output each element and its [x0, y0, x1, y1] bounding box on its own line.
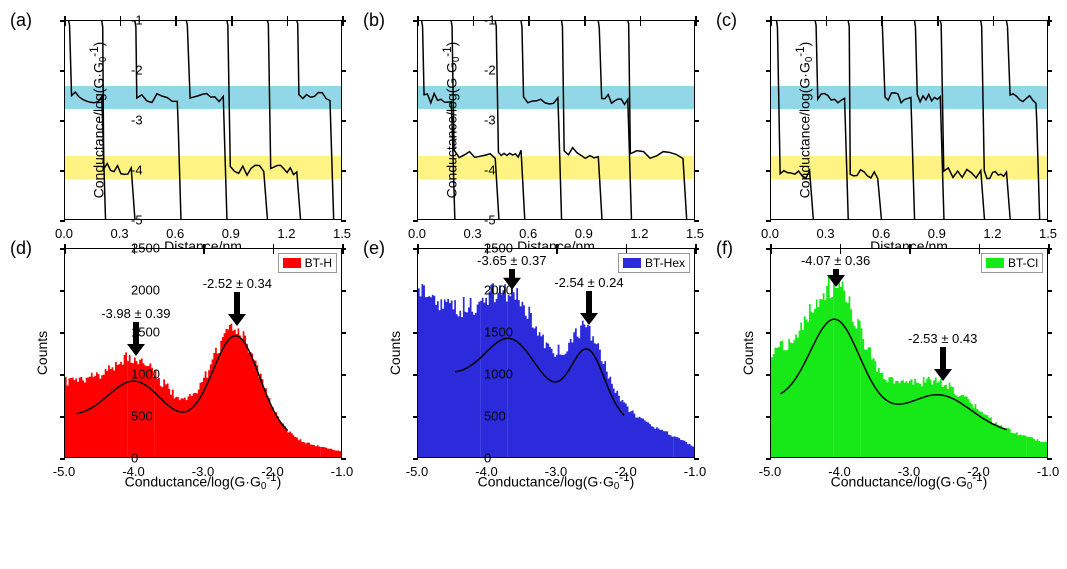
legend-label: BT-H: [305, 256, 332, 270]
peak-annotation: -2.53 ± 0.43: [908, 331, 977, 346]
conductance-trace: [1006, 21, 1039, 219]
y-tick-label: 1500: [484, 325, 762, 340]
plot-area: BT-H -3.98 ± 0.39 -2.52 ± 0.34: [64, 248, 342, 458]
peak-annotation: -3.65 ± 0.37: [477, 253, 546, 268]
arrow-down-icon: [827, 269, 845, 287]
y-tick-label: 2000: [0, 283, 56, 298]
y-tick-label: 1000: [0, 367, 56, 382]
x-tick-label: -4.0: [828, 464, 850, 479]
y-tick-label: -5: [0, 213, 56, 228]
x-tick-label: -5.0: [406, 464, 428, 479]
peak-annotation: -2.52 ± 0.34: [203, 276, 272, 291]
x-tick-label: -5.0: [53, 464, 75, 479]
legend: BT-Cl: [981, 253, 1043, 273]
y-tick-label: -2: [484, 63, 762, 78]
x-tick-label: -1.0: [331, 464, 353, 479]
y-tick-label: 500: [484, 409, 762, 424]
y-tick-label: -3: [131, 113, 409, 128]
conductance-trace: [848, 21, 881, 219]
y-tick-label: -2: [131, 63, 409, 78]
arrow-down-icon: [228, 292, 246, 326]
legend: BT-Hex: [618, 253, 690, 273]
y-axis-label: Conductance/log(G·G0-1): [441, 42, 462, 199]
y-tick-label: 0: [0, 451, 56, 466]
x-tick-label: -3.0: [545, 464, 567, 479]
y-tick-label: 1000: [131, 367, 409, 382]
histogram-bars: [65, 324, 341, 457]
plot-area: BT-Hex -3.65 ± 0.37 -2.54 ± 0.24: [417, 248, 695, 458]
y-tick-label: -5: [131, 213, 409, 228]
arrow-down-icon: [503, 269, 521, 290]
y-tick-label: 0: [484, 451, 762, 466]
y-tick-label: 500: [131, 409, 409, 424]
conductance-trace: [881, 21, 914, 219]
panel-d: (d)BT-H-3.98 ± 0.39 -2.52 ± 0.34 CountsC…: [10, 238, 351, 458]
y-tick-label: -3: [0, 113, 56, 128]
y-tick-label: 1500: [0, 325, 56, 340]
arrow-down-icon: [127, 322, 145, 356]
y-tick-label: 1500: [131, 325, 409, 340]
panel-label: (b): [363, 10, 385, 31]
x-tick-label: -1.0: [684, 464, 706, 479]
peak-annotation: -4.07 ± 0.36: [801, 253, 870, 268]
x-tick-label: -2.0: [261, 464, 283, 479]
conductance-trace: [981, 21, 1010, 219]
peak-annotation: -3.98 ± 0.39: [101, 306, 170, 321]
histogram: [771, 249, 1047, 457]
x-tick-label: -4.0: [475, 464, 497, 479]
peak-annotation: -2.54 ± 0.24: [554, 275, 623, 290]
figure-grid: (a)Conductance/log(G·G0-1)Distance/nm-5-…: [10, 10, 1057, 458]
y-axis-label: Conductance/log(G·G0-1): [794, 42, 815, 199]
x-tick-label: -3.0: [192, 464, 214, 479]
panel-e: (e)BT-Hex-3.65 ± 0.37 -2.54 ± 0.24 Count…: [363, 238, 704, 458]
x-tick-label: -2.0: [967, 464, 989, 479]
y-tick-label: 0: [131, 451, 409, 466]
arrow-down-icon: [580, 291, 598, 325]
x-tick-label: -4.0: [122, 464, 144, 479]
x-tick-label: -5.0: [759, 464, 781, 479]
legend-swatch: [283, 258, 301, 268]
x-tick-label: -2.0: [614, 464, 636, 479]
arrow-down-icon: [934, 347, 952, 381]
conductance-trace: [915, 21, 944, 219]
legend-swatch: [986, 258, 1004, 268]
y-tick-label: -2: [0, 63, 56, 78]
y-tick-label: 1000: [484, 367, 762, 382]
x-tick-label: -1.0: [1037, 464, 1059, 479]
plot-area: BT-Cl -4.07 ± 0.36 -2.53 ± 0.43: [770, 248, 1048, 458]
panel-f: (f)BT-Cl-4.07 ± 0.36 -2.53 ± 0.43 Counts…: [716, 238, 1057, 458]
panel-c: (c)Conductance/log(G·G0-1)Distance/nm-5-…: [716, 10, 1057, 230]
conductance-trace: [815, 21, 848, 219]
panel-label: (c): [716, 10, 737, 31]
panel-label: (f): [716, 238, 733, 259]
y-tick-label: -4: [131, 163, 409, 178]
y-tick-label: -4: [484, 163, 762, 178]
y-tick-label: -3: [484, 113, 762, 128]
y-axis-label: Conductance/log(G·G0-1): [88, 42, 109, 199]
legend-swatch: [623, 258, 641, 268]
y-tick-label: 500: [0, 409, 56, 424]
y-tick-label: -4: [0, 163, 56, 178]
legend-label: BT-Cl: [1008, 256, 1038, 270]
conductance-trace: [940, 21, 984, 219]
y-tick-label: -5: [484, 213, 762, 228]
legend-label: BT-Hex: [645, 256, 685, 270]
x-tick-label: -3.0: [898, 464, 920, 479]
panel-label: (e): [363, 238, 385, 259]
legend: BT-H: [278, 253, 337, 273]
panel-label: (a): [10, 10, 32, 31]
panel-label: (d): [10, 238, 32, 259]
